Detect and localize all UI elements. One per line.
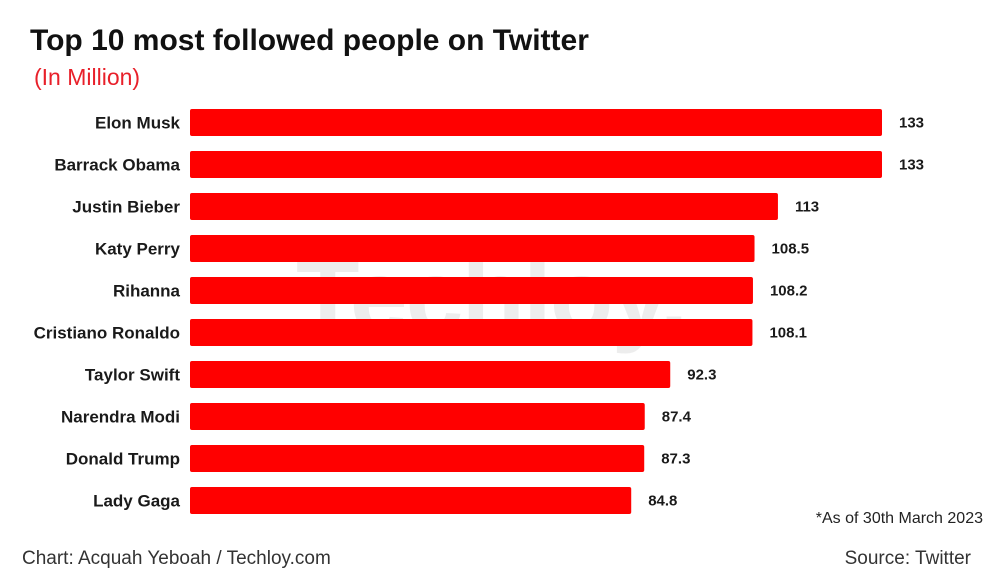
value-label: 133 xyxy=(899,157,924,174)
category-label: Cristiano Ronaldo xyxy=(34,324,180,343)
category-label: Lady Gaga xyxy=(93,492,180,511)
category-label: Katy Perry xyxy=(95,240,181,259)
category-label: Rihanna xyxy=(113,282,181,301)
bar xyxy=(190,151,882,178)
value-label: 113 xyxy=(795,199,819,216)
date-note: *As of 30th March 2023 xyxy=(815,510,983,527)
bar xyxy=(190,235,755,262)
category-label: Justin Bieber xyxy=(72,198,180,217)
bar xyxy=(190,403,645,430)
value-label: 133 xyxy=(899,115,924,132)
bar xyxy=(190,361,671,388)
bar xyxy=(190,319,753,346)
value-label: 92.3 xyxy=(687,367,716,384)
category-label: Elon Musk xyxy=(95,114,181,133)
bar xyxy=(190,487,632,514)
value-label: 87.3 xyxy=(661,451,690,468)
bar xyxy=(190,277,753,304)
value-label: 108.2 xyxy=(770,283,808,300)
source-label: Source: Twitter xyxy=(844,548,971,569)
chart-credit: Chart: Acquah Yeboah / Techloy.com xyxy=(22,548,331,569)
value-label: 108.5 xyxy=(772,241,810,258)
bar xyxy=(190,445,645,472)
value-label: 84.8 xyxy=(648,493,677,510)
value-label: 87.4 xyxy=(662,409,692,426)
value-label: 108.1 xyxy=(769,325,807,342)
bar xyxy=(190,109,882,136)
category-label: Narendra Modi xyxy=(61,408,180,427)
category-label: Donald Trump xyxy=(66,450,180,469)
chart-title: Top 10 most followed people on Twitter xyxy=(30,24,589,57)
bar xyxy=(190,193,778,220)
category-label: Barrack Obama xyxy=(54,156,180,175)
chart-subtitle: (In Million) xyxy=(34,64,141,90)
category-label: Taylor Swift xyxy=(85,366,180,385)
